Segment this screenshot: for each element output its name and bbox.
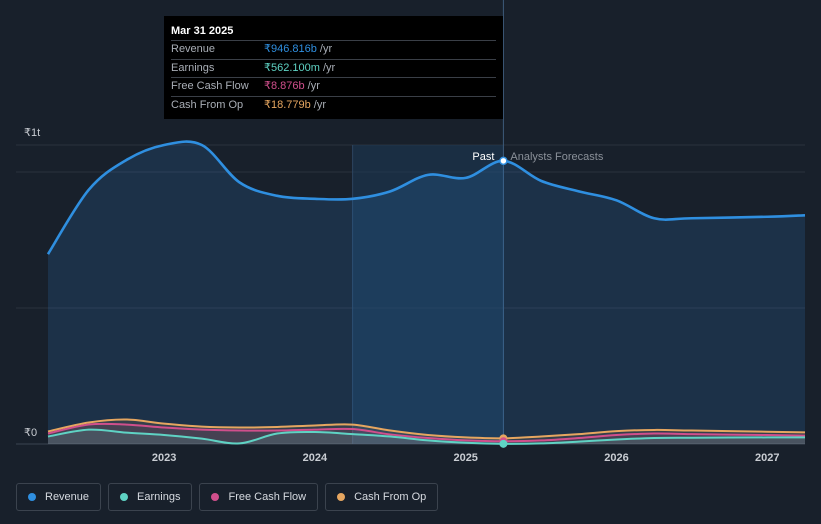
tooltip-unit: /yr [313, 98, 326, 111]
forecast-label: Analysts Forecasts [510, 151, 603, 163]
tooltip-row-free-cash-flow: Free Cash Flow ₹8.876b /yr [171, 77, 496, 96]
revenue-point [499, 156, 508, 166]
legend-label: Revenue [45, 491, 90, 503]
x-tick-label: 2027 [755, 452, 779, 464]
legend-item-cash-from-op[interactable]: Cash From Op [325, 483, 439, 511]
tooltip-unit: /yr [319, 43, 333, 55]
tooltip-value: ₹18.779b [264, 98, 311, 111]
cash-from-op-dot-icon [337, 493, 346, 501]
tooltip-row-revenue: Revenue ₹946.816b /yr [171, 40, 496, 59]
revenue-area [48, 141, 805, 444]
legend-item-free-cash-flow[interactable]: Free Cash Flow [199, 483, 319, 511]
legend-item-earnings[interactable]: Earnings [108, 483, 193, 511]
revenue-dot-icon [28, 493, 36, 501]
tooltip-label: Free Cash Flow [171, 80, 249, 92]
tooltip-label: Revenue [171, 43, 216, 55]
x-tick-label: 2023 [152, 452, 176, 464]
tooltip-row-earnings: Earnings ₹562.100m /yr [171, 58, 496, 78]
tooltip-value: ₹946.816b [264, 43, 317, 55]
legend-label: Free Cash Flow [228, 491, 307, 503]
earnings-point [499, 439, 508, 448]
revenue-line [46, 140, 806, 255]
tooltip: Mar 31 2025 Revenue ₹946.816b /yr Earnin… [164, 16, 503, 119]
x-tick-label: 2026 [604, 452, 628, 464]
tooltip-unit: /yr [307, 80, 320, 92]
legend-label: Cash From Op [354, 491, 427, 503]
tooltip-value: ₹8.876b [264, 80, 305, 92]
tooltip-date: Mar 31 2025 [171, 25, 234, 37]
legend-item-revenue[interactable]: Revenue [16, 483, 102, 511]
tooltip-unit: /yr [322, 61, 336, 74]
past-label: Past [472, 151, 494, 163]
tooltip-value: ₹562.100m [264, 61, 320, 74]
cash-from-op-area [48, 419, 805, 444]
free-cash-flow-dot-icon [211, 493, 220, 501]
earnings-line [47, 428, 806, 445]
cash-from-op-line [47, 418, 806, 440]
free-cash-flow-line [47, 422, 806, 443]
tooltip-row-cash-from-op: Cash From Op ₹18.779b /yr [171, 95, 496, 115]
y-tick-label: ₹0 [24, 427, 37, 439]
earnings-dot-icon [120, 493, 129, 501]
tooltip-label: Earnings [171, 61, 215, 74]
tooltip-label: Cash From Op [171, 98, 244, 111]
legend-label: Earnings [137, 491, 181, 503]
x-tick-label: 2025 [453, 452, 477, 464]
y-tick-label: ₹1t [24, 127, 40, 139]
legend: Revenue Earnings Free Cash Flow Cash Fro… [16, 483, 439, 511]
x-tick-label: 2024 [303, 452, 328, 464]
